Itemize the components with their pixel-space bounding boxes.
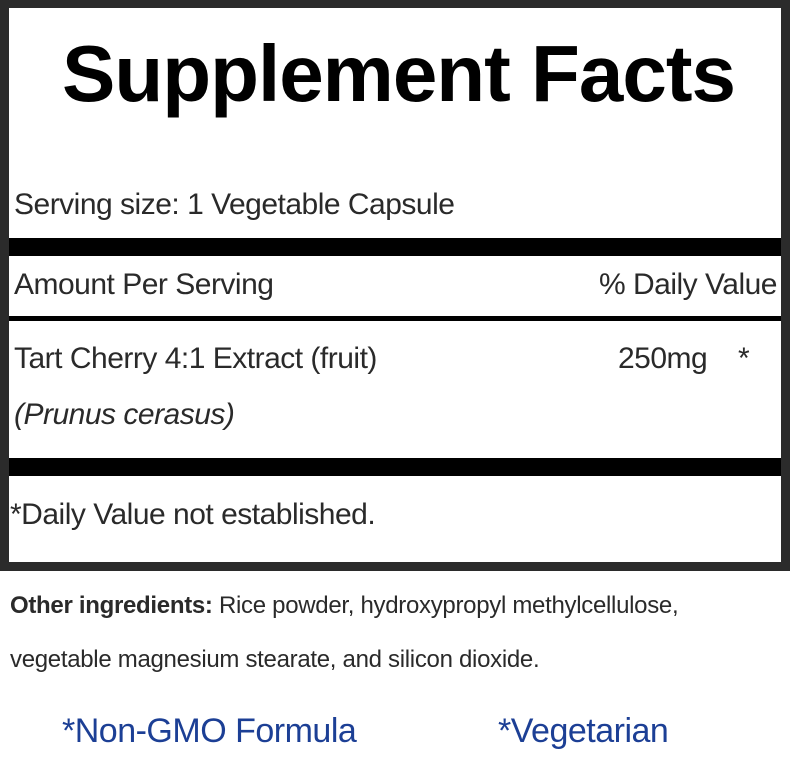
ingredient-amount: 250mg (618, 342, 708, 375)
other-ingredients-text: Rice powder, hydroxypropyl methylcellulo… (212, 592, 679, 619)
thin-divider (9, 316, 781, 321)
non-gmo-claim: *Non-GMO Formula (62, 712, 357, 750)
other-ingredients-text-line2: vegetable magnesium stearate, and silico… (10, 646, 540, 673)
footnote: *Daily Value not established. (10, 498, 376, 531)
other-ingredients: Other ingredients: Rice powder, hydroxyp… (10, 592, 679, 620)
vegetarian-claim: *Vegetarian (498, 712, 669, 750)
daily-value-header: % Daily Value (598, 268, 778, 301)
ingredient-latin-name: (Prunus cerasus) (14, 398, 235, 431)
panel-title: Supplement Facts (62, 29, 736, 118)
thick-divider (9, 238, 781, 256)
serving-size: Serving size: 1 Vegetable Capsule (14, 188, 455, 221)
ingredient-name: Tart Cherry 4:1 Extract (fruit) (14, 342, 377, 375)
other-ingredients-label: Other ingredients: (10, 592, 213, 619)
ingredient-daily-value: * (738, 342, 750, 375)
thick-divider (9, 458, 781, 476)
amount-per-serving-header: Amount Per Serving (14, 268, 274, 301)
